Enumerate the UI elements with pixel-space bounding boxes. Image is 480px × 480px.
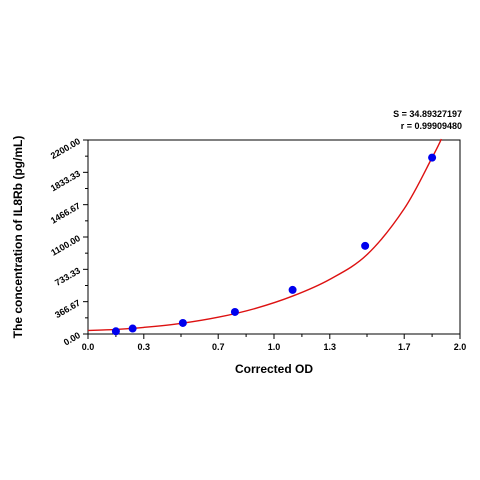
x-tick-label: 1.7 <box>398 342 411 352</box>
x-axis-ticks <box>87 334 461 339</box>
x-tick-label: 1.3 <box>324 342 337 352</box>
fit-curve <box>87 138 443 332</box>
x-tick-label: 0.0 <box>82 342 95 352</box>
y-tick-label: 1833.33 <box>49 168 82 193</box>
r-value-annotation: r = 0.99909480 <box>401 121 462 131</box>
data-point <box>128 324 137 333</box>
x-tick-label: 0.3 <box>138 342 151 352</box>
x-axis-tick-labels: 0.0 0.3 0.7 1.0 1.3 1.7 2.0 <box>82 342 467 352</box>
y-tick-label: 733.33 <box>53 265 82 287</box>
x-axis-title: Corrected OD <box>235 362 313 376</box>
data-point <box>428 153 437 162</box>
x-tick-label: 2.0 <box>454 342 467 352</box>
y-axis-ticks <box>83 139 88 335</box>
data-points-layer <box>111 153 437 336</box>
data-point <box>361 241 370 250</box>
s-value-annotation: S = 34.89327197 <box>393 109 462 119</box>
y-axis-title: The concentration of IL8Rb (pg/mL) <box>11 136 25 339</box>
plot-area <box>87 139 461 335</box>
data-point <box>111 327 120 336</box>
y-tick-label: 1100.00 <box>49 233 82 258</box>
plot-frame <box>87 139 461 335</box>
y-tick-label: 1466.67 <box>49 201 82 226</box>
data-point <box>178 318 187 327</box>
y-tick-label: 2200.00 <box>49 136 82 161</box>
data-point <box>230 307 239 316</box>
data-point <box>288 285 297 294</box>
y-axis-tick-labels: 0.00 366.67 733.33 1100.00 1466.67 1833.33 220… <box>49 136 82 347</box>
fit-curve-layer <box>87 138 443 332</box>
y-tick-label: 0.00 <box>62 330 82 347</box>
x-tick-label: 0.7 <box>212 342 225 352</box>
x-tick-label: 1.0 <box>268 342 281 352</box>
y-tick-label: 366.67 <box>53 298 82 320</box>
